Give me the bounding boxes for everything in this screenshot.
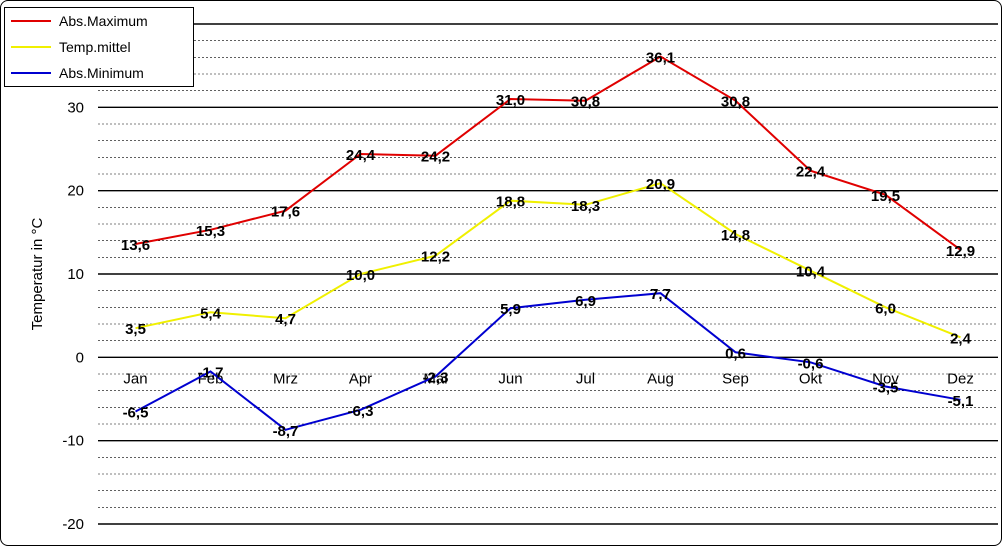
data-label: 0,6 — [725, 345, 746, 362]
y-axis-label: Temperatur in °C — [29, 217, 46, 330]
data-label: -0,6 — [798, 355, 824, 372]
data-label: -6,3 — [348, 403, 374, 420]
legend-item-abs-minimum: Abs.Minimum — [11, 64, 144, 82]
y-tick-label: 10 — [67, 266, 84, 283]
data-label: 12,2 — [421, 249, 450, 266]
x-tick-label: Aug — [647, 370, 674, 387]
x-tick-label: Sep — [722, 370, 749, 387]
data-label: -6,5 — [123, 405, 149, 422]
data-label: 19,5 — [871, 188, 900, 205]
data-label: 5,4 — [200, 305, 222, 322]
x-tick-label: Mrz — [273, 370, 298, 387]
x-tick-label: Jan — [123, 370, 147, 387]
data-label: -8,7 — [273, 423, 299, 440]
series-lines — [135, 55, 962, 431]
data-label: 10,4 — [796, 264, 826, 281]
data-label: 30,8 — [721, 94, 750, 111]
legend-label: Abs.Maximum — [59, 13, 148, 29]
data-label: 36,1 — [646, 50, 675, 67]
data-label: 18,3 — [571, 198, 600, 215]
data-label: -2,3 — [423, 370, 449, 387]
legend-swatch — [11, 20, 51, 22]
y-tick-label: -20 — [62, 516, 84, 533]
data-label: 20,9 — [646, 176, 675, 193]
y-tick-label: 20 — [67, 183, 84, 200]
data-label: 24,4 — [346, 147, 376, 164]
data-label: 22,4 — [796, 164, 826, 181]
data-label: 31,0 — [496, 92, 525, 109]
x-tick-label: Apr — [349, 370, 372, 387]
series-line — [135, 182, 961, 339]
legend-label: Abs.Minimum — [59, 65, 144, 81]
legend-swatch — [11, 72, 51, 74]
y-tick-label: -10 — [62, 433, 84, 450]
data-label: -5,1 — [948, 393, 974, 410]
data-label: 15,3 — [196, 223, 225, 240]
y-tick-label: 30 — [67, 99, 84, 116]
data-label: 6,0 — [875, 300, 896, 317]
legend-item-abs-maximum: Abs.Maximum — [11, 12, 148, 30]
x-tick-label: Mai — [423, 370, 447, 387]
legend-label: Temp.mittel — [59, 39, 131, 55]
data-label: 2,4 — [950, 330, 972, 347]
data-label: 13,6 — [121, 237, 150, 254]
legend: Abs.Maximum Temp.mittel Abs.Minimum — [4, 7, 194, 87]
legend-item-temp-mittel: Temp.mittel — [11, 38, 131, 56]
x-tick-label: Dez — [947, 370, 974, 387]
x-axis-ticks: Jan Feb Mrz Apr Mai Jun Jul Aug Sep Okt Nov Dez — [123, 370, 973, 387]
minor-gridlines — [98, 40, 998, 508]
x-tick-label: Jun — [498, 370, 522, 387]
series-line — [135, 55, 962, 251]
data-label: 6,9 — [575, 293, 596, 310]
data-label: 10,0 — [346, 267, 375, 284]
data-label: 3,5 — [125, 321, 146, 338]
data-label: -3,5 — [873, 380, 899, 397]
data-label: 14,8 — [721, 227, 750, 244]
y-tick-label: 0 — [76, 349, 84, 366]
data-label: 30,8 — [571, 94, 600, 111]
data-label: 7,7 — [650, 286, 671, 303]
legend-swatch — [11, 46, 51, 48]
x-tick-label: Nov — [872, 370, 899, 387]
series-line — [135, 292, 961, 431]
data-label: -1,7 — [198, 365, 224, 382]
x-tick-label: Jul — [576, 370, 595, 387]
data-label: 5,9 — [500, 301, 521, 318]
y-axis-ticks: -20 -10 0 10 20 30 — [62, 99, 84, 533]
x-tick-label: Okt — [799, 370, 823, 387]
data-labels: 13,6 15,3 17,6 24,4 24,2 31,0 30,8 36,1 30,8 22,4… — [121, 50, 975, 440]
data-label: 4,7 — [275, 311, 296, 328]
data-label: 12,9 — [946, 243, 975, 260]
data-label: 17,6 — [271, 204, 300, 221]
data-label: 24,2 — [421, 149, 450, 166]
data-label: 18,8 — [496, 194, 525, 211]
major-gridlines — [98, 23, 998, 525]
